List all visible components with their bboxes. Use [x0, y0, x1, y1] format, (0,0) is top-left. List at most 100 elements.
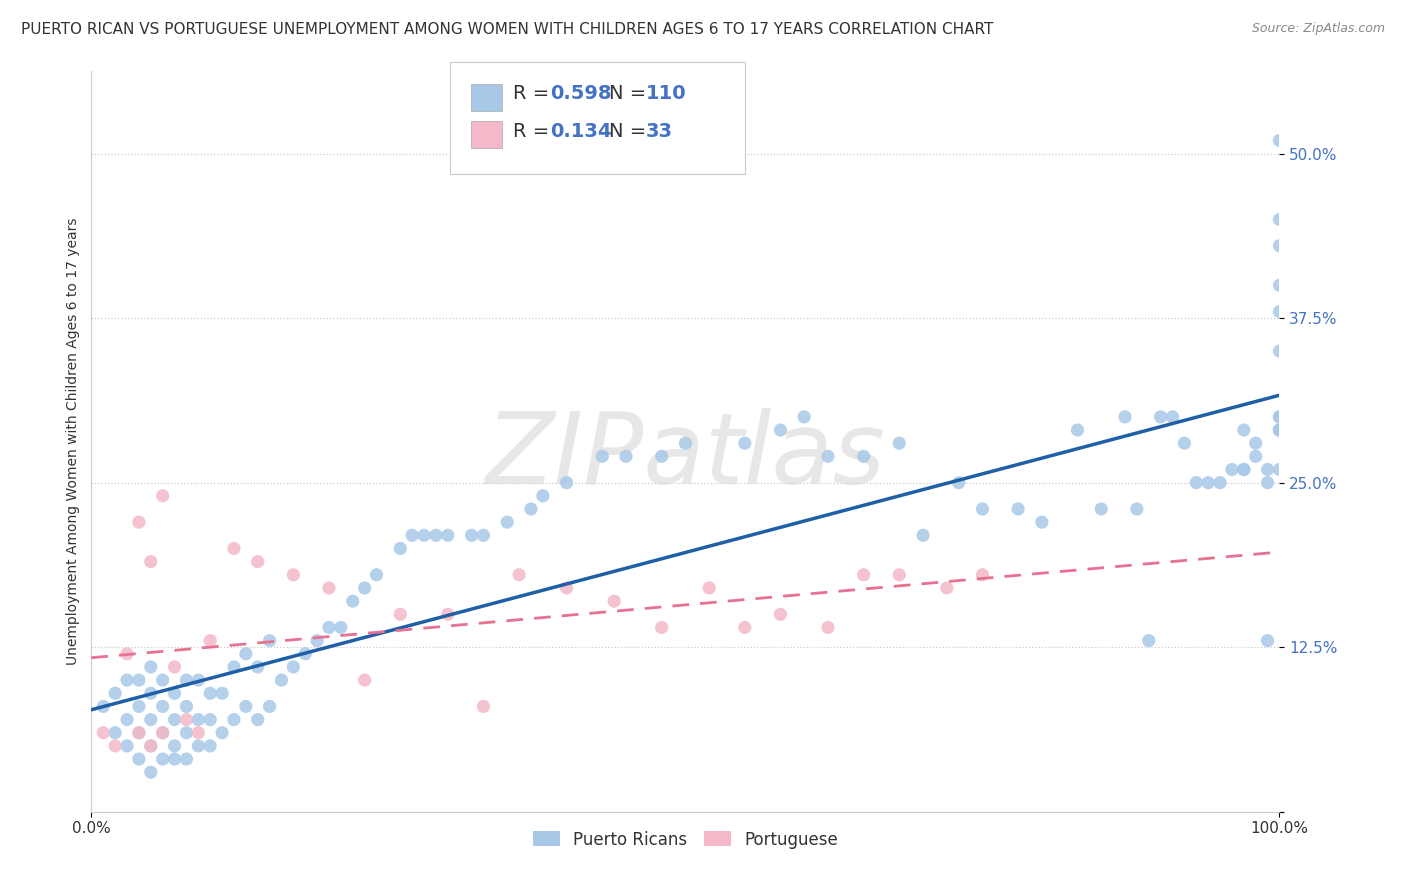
Text: PUERTO RICAN VS PORTUGUESE UNEMPLOYMENT AMONG WOMEN WITH CHILDREN AGES 6 TO 17 Y: PUERTO RICAN VS PORTUGUESE UNEMPLOYMENT …	[21, 22, 994, 37]
Point	[1268, 278, 1291, 293]
Text: N =: N =	[609, 121, 652, 141]
Point	[1257, 475, 1279, 490]
Point	[1244, 450, 1267, 464]
Point	[187, 739, 209, 753]
Point	[436, 607, 458, 622]
Point	[222, 541, 245, 556]
Point	[472, 528, 495, 542]
Point	[651, 450, 673, 464]
Point	[496, 515, 519, 529]
Point	[200, 739, 222, 753]
Point	[769, 607, 792, 622]
Point	[1137, 633, 1160, 648]
Point	[139, 765, 162, 780]
Point	[176, 725, 198, 739]
Point	[852, 567, 875, 582]
Point	[889, 436, 911, 450]
Point	[163, 739, 186, 753]
Point	[176, 713, 198, 727]
Point	[152, 752, 174, 766]
Point	[1268, 133, 1291, 147]
Point	[1268, 344, 1291, 359]
Point	[1173, 436, 1195, 450]
Point	[852, 450, 875, 464]
Point	[152, 673, 174, 687]
Point	[246, 713, 269, 727]
Point	[139, 739, 162, 753]
Point	[1197, 475, 1219, 490]
Point	[246, 555, 269, 569]
Point	[294, 647, 316, 661]
Point	[1268, 212, 1291, 227]
Point	[115, 673, 138, 687]
Point	[163, 752, 186, 766]
Point	[187, 725, 209, 739]
Point	[793, 409, 815, 424]
Point	[1233, 423, 1256, 437]
Point	[591, 450, 613, 464]
Point	[366, 567, 388, 582]
Point	[1161, 409, 1184, 424]
Point	[139, 555, 162, 569]
Point	[259, 699, 281, 714]
Point	[1185, 475, 1208, 490]
Point	[128, 725, 150, 739]
Point	[1007, 502, 1029, 516]
Point	[329, 620, 352, 634]
Point	[128, 699, 150, 714]
Point	[1233, 462, 1256, 476]
Point	[152, 725, 174, 739]
Point	[555, 581, 578, 595]
Point	[163, 660, 186, 674]
Point	[1268, 304, 1291, 318]
Point	[1066, 423, 1088, 437]
Point	[139, 686, 162, 700]
Point	[128, 752, 150, 766]
Point	[163, 713, 186, 727]
Point	[401, 528, 423, 542]
Legend: Puerto Ricans, Portuguese: Puerto Ricans, Portuguese	[526, 824, 845, 855]
Point	[318, 620, 340, 634]
Point	[222, 660, 245, 674]
Point	[389, 607, 412, 622]
Point	[128, 673, 150, 687]
Point	[817, 450, 839, 464]
Point	[176, 699, 198, 714]
Y-axis label: Unemployment Among Women with Children Ages 6 to 17 years: Unemployment Among Women with Children A…	[66, 218, 80, 665]
Point	[1149, 409, 1171, 424]
Point	[460, 528, 482, 542]
Point	[270, 673, 292, 687]
Point	[734, 620, 756, 634]
Point	[318, 581, 340, 595]
Point	[1257, 633, 1279, 648]
Point	[128, 515, 150, 529]
Point	[259, 633, 281, 648]
Point	[413, 528, 436, 542]
Point	[531, 489, 554, 503]
Point	[1090, 502, 1112, 516]
Point	[91, 699, 114, 714]
Point	[1268, 462, 1291, 476]
Point	[353, 673, 375, 687]
Point	[152, 699, 174, 714]
Point	[1268, 423, 1291, 437]
Point	[91, 725, 114, 739]
Point	[283, 567, 305, 582]
Point	[1126, 502, 1149, 516]
Point	[222, 713, 245, 727]
Point	[734, 436, 756, 450]
Point	[200, 686, 222, 700]
Point	[235, 699, 257, 714]
Point	[200, 713, 222, 727]
Text: ZIPatlas: ZIPatlas	[485, 408, 886, 505]
Point	[651, 620, 673, 634]
Text: 33: 33	[645, 121, 672, 141]
Point	[425, 528, 447, 542]
Point	[948, 475, 970, 490]
Point	[817, 620, 839, 634]
Text: Source: ZipAtlas.com: Source: ZipAtlas.com	[1251, 22, 1385, 36]
Point	[972, 567, 994, 582]
Point	[115, 647, 138, 661]
Point	[1031, 515, 1053, 529]
Point	[1268, 409, 1291, 424]
